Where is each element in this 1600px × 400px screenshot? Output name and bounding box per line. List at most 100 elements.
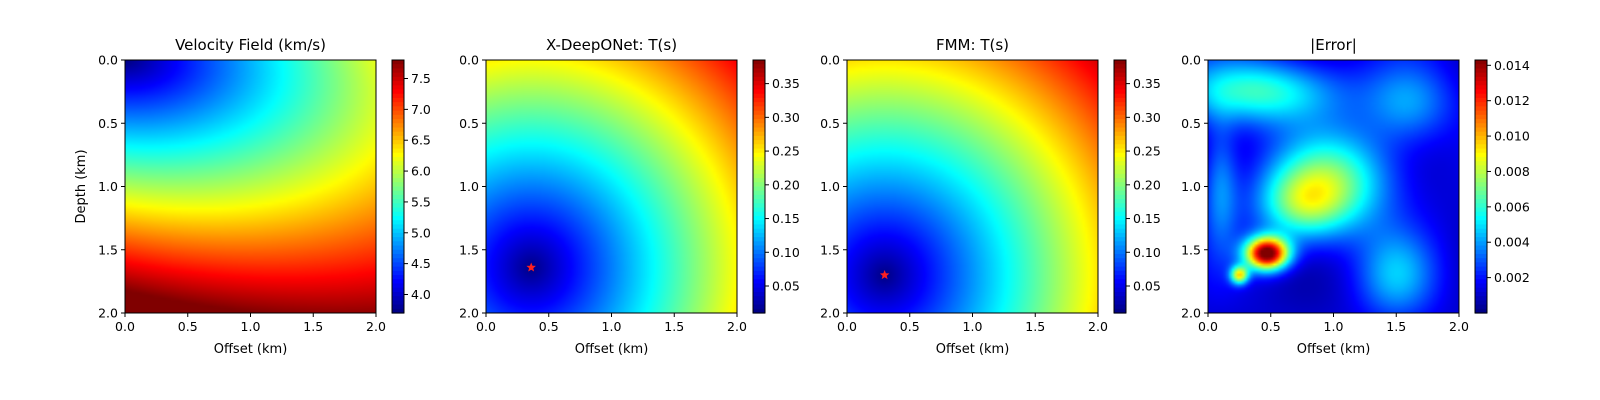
colorbar-segment <box>1475 178 1487 183</box>
colorbar-tick-label: 0.30 <box>772 110 800 125</box>
colorbar-segment <box>753 241 765 247</box>
colorbar-tick-label: 0.25 <box>1133 144 1161 159</box>
colorbar-segment <box>1114 237 1126 242</box>
colorbar-segment <box>392 241 404 247</box>
colorbar-segment <box>1114 135 1126 141</box>
colorbar-segment <box>753 93 765 99</box>
colorbar-segment <box>1114 156 1126 162</box>
colorbar-segment <box>392 266 404 272</box>
colorbar-segment <box>1114 127 1126 133</box>
colorbar-tick-label: 0.15 <box>1133 211 1161 226</box>
colorbar-segment <box>1475 216 1487 221</box>
colorbar-segment <box>753 68 765 74</box>
y-tick-label: 0.5 <box>459 116 479 131</box>
colorbar-segment <box>1114 308 1126 314</box>
colorbar-segment <box>753 253 765 259</box>
colorbar-segment <box>1475 300 1487 306</box>
colorbar-tick-label: 0.35 <box>772 76 800 91</box>
colorbar-segment <box>1114 64 1126 70</box>
colorbar-segment <box>1114 81 1126 86</box>
colorbar-segment <box>392 237 404 242</box>
colorbar: 0.05 0.10 0.15 0.20 0.25 0.30 0.35 <box>1113 59 1161 314</box>
colorbar-segment <box>392 216 404 221</box>
colorbar-tick-label: 4.0 <box>411 287 431 302</box>
x-tick-label: 1.0 <box>1324 319 1344 334</box>
colorbar-segment <box>753 161 765 167</box>
colorbar-segment <box>1114 245 1126 251</box>
colorbar-segment <box>1475 114 1487 120</box>
panel-title: X-DeepONet: T(s) <box>546 36 677 54</box>
colorbar-segment <box>392 207 404 213</box>
colorbar-segment <box>392 186 404 192</box>
colorbar-segment <box>392 106 404 112</box>
colorbar-segment <box>1475 131 1487 137</box>
colorbar-segment <box>1475 232 1487 238</box>
colorbar-segment <box>1114 60 1126 65</box>
colorbar-segment <box>392 287 404 293</box>
colorbar-segment <box>392 68 404 74</box>
colorbar-segment <box>1475 207 1487 213</box>
colorbar-tick-label: 0.004 <box>1494 235 1530 250</box>
colorbar-segment <box>1114 72 1126 78</box>
colorbar-segment <box>1114 211 1126 217</box>
colorbar-segment <box>392 296 404 301</box>
colorbar-segment <box>392 224 404 230</box>
colorbar-segment <box>1475 199 1487 204</box>
colorbar-segment <box>392 178 404 183</box>
colorbar-segment <box>753 245 765 251</box>
colorbar-segment <box>1475 287 1487 293</box>
colorbar-segment <box>1475 144 1487 150</box>
colorbar-segment <box>753 60 765 65</box>
colorbar-segment <box>392 144 404 150</box>
y-tick-label: 1.0 <box>820 179 840 194</box>
colorbar: 4.0 4.5 5.0 5.5 6.0 6.5 7.0 7.5 <box>391 59 431 314</box>
colorbar-segment <box>1114 291 1126 297</box>
colorbar-segment <box>1114 131 1126 137</box>
colorbar-segment <box>1475 224 1487 230</box>
colorbar-segment <box>753 186 765 192</box>
colorbar-segment <box>1114 68 1126 74</box>
x-tick-label: 0.0 <box>476 319 496 334</box>
colorbar-segment <box>1114 262 1126 268</box>
colorbar-tick-label: 0.014 <box>1494 58 1530 73</box>
colorbar-segment <box>1475 291 1487 297</box>
colorbar-segment <box>392 148 404 154</box>
colorbar-segment <box>1114 224 1126 230</box>
colorbar-segment <box>392 270 404 276</box>
colorbar-segment <box>753 190 765 196</box>
colorbar-tick-label: 0.05 <box>772 279 800 294</box>
colorbar-segment <box>1114 220 1126 226</box>
x-tick-label: 1.5 <box>664 319 684 334</box>
colorbar-tick-label: 7.0 <box>411 102 431 117</box>
colorbar-segment <box>1114 186 1126 192</box>
panel-title: |Error| <box>1310 36 1357 54</box>
colorbar-segment <box>753 194 765 200</box>
colorbar-segment <box>392 300 404 306</box>
colorbar-segment <box>1475 123 1487 129</box>
panel-1: Velocity Field (km/s)0.0 0.5 1.0 1.5 2.00.00… <box>74 36 431 357</box>
colorbar-segment <box>1475 266 1487 272</box>
colorbar-segment <box>1114 173 1126 179</box>
colorbar-segment <box>392 119 404 124</box>
colorbar-segment <box>1114 266 1126 272</box>
colorbar-segment <box>392 102 404 107</box>
colorbar-segment <box>1114 182 1126 188</box>
colorbar-segment <box>1475 110 1487 116</box>
colorbar-segment <box>1475 308 1487 314</box>
colorbar-segment <box>753 258 765 263</box>
x-tick-label: 0.5 <box>539 319 559 334</box>
colorbar-segment <box>1475 97 1487 103</box>
colorbar-segment <box>753 173 765 179</box>
colorbar-segment <box>753 119 765 124</box>
colorbar-segment <box>753 216 765 221</box>
colorbar-segment <box>1475 169 1487 175</box>
colorbar-segment <box>1475 194 1487 200</box>
colorbar-segment <box>1114 97 1126 103</box>
x-tick-label: 1.5 <box>1386 319 1406 334</box>
colorbar-tick-label: 0.010 <box>1494 129 1530 144</box>
colorbar-segment <box>753 237 765 242</box>
panel-title: FMM: T(s) <box>936 36 1009 54</box>
colorbar-segment <box>1114 232 1126 238</box>
colorbar-segment <box>1114 249 1126 255</box>
colorbar-segment <box>753 279 765 285</box>
